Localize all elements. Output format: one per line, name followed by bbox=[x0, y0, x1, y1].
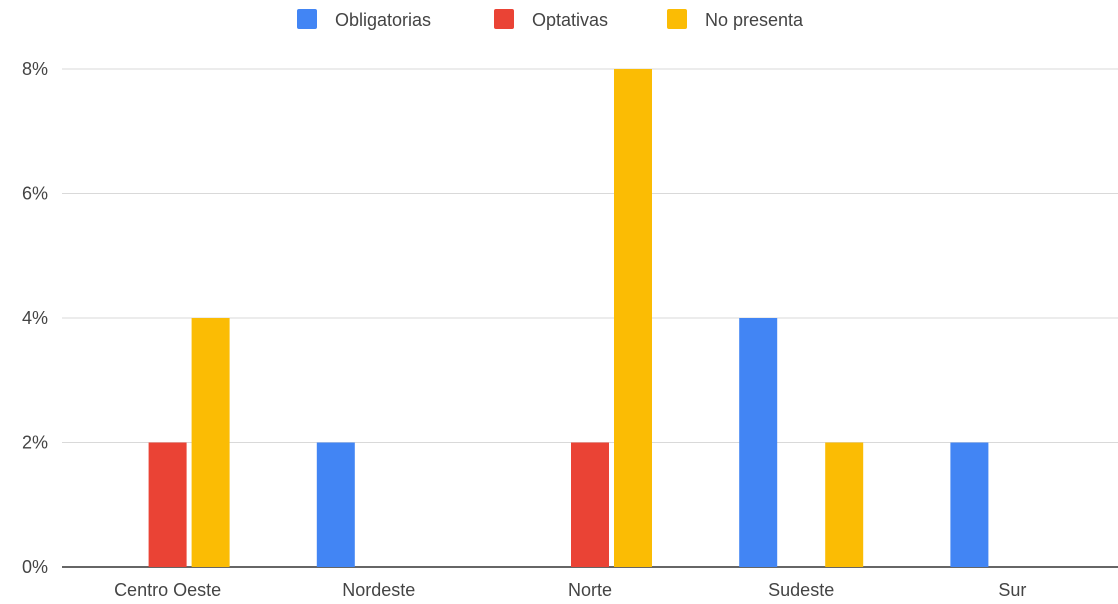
bar-optativas bbox=[571, 442, 609, 567]
bar-no-presenta bbox=[825, 442, 864, 567]
y-tick-label: 2% bbox=[22, 433, 48, 453]
x-tick-label: Sur bbox=[998, 580, 1026, 600]
y-tick-label: 0% bbox=[22, 557, 48, 577]
legend-swatch bbox=[667, 9, 687, 29]
bar-obligatorias bbox=[739, 318, 778, 567]
y-tick-label: 4% bbox=[22, 308, 48, 328]
bar-no-presenta bbox=[191, 318, 230, 567]
bars bbox=[148, 69, 989, 567]
legend-swatch bbox=[297, 9, 317, 29]
y-tick-label: 6% bbox=[22, 184, 48, 204]
x-axis: Centro Oeste Nordeste Norte Sudeste Sur bbox=[114, 580, 1026, 600]
x-tick-label: Nordeste bbox=[342, 580, 415, 600]
y-axis: 0% 2% 4% 6% 8% bbox=[22, 59, 48, 577]
y-tick-label: 8% bbox=[22, 59, 48, 79]
x-tick-label: Norte bbox=[568, 580, 612, 600]
x-tick-label: Sudeste bbox=[768, 580, 834, 600]
legend-label: Obligatorias bbox=[335, 10, 431, 30]
legend-label: Optativas bbox=[532, 10, 608, 30]
legend-label: No presenta bbox=[705, 10, 804, 30]
legend-swatch bbox=[494, 9, 514, 29]
bar-obligatorias bbox=[316, 442, 355, 567]
x-tick-label: Centro Oeste bbox=[114, 580, 221, 600]
legend: Obligatorias Optativas No presenta bbox=[297, 9, 804, 30]
bar-obligatorias bbox=[950, 442, 989, 567]
bar-optativas bbox=[148, 442, 187, 567]
bar-no-presenta bbox=[614, 69, 652, 567]
